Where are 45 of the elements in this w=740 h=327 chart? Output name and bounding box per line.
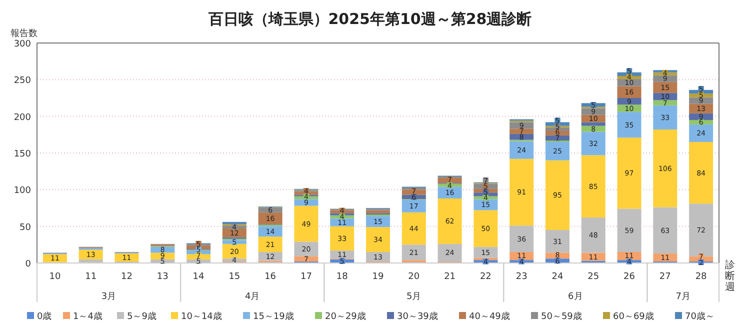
y-tick-label: 200	[14, 112, 32, 123]
legend-label: 40～49歳	[469, 311, 510, 322]
x-tick-label: 17	[300, 272, 312, 282]
text: 4月	[245, 292, 260, 302]
x-tick-label: 12	[121, 272, 132, 282]
legend-label: 0歳	[37, 311, 52, 322]
x-tick-label: 18	[336, 272, 348, 282]
y-tick-label: 150	[14, 150, 32, 160]
y-tick-label: 0	[25, 260, 32, 270]
chart-title: 百日咳（埼玉県）2025年第10週～第28週診断	[207, 10, 532, 28]
x-tick-label: 16	[264, 272, 276, 282]
x-tick-label: 25	[588, 272, 600, 282]
legend-label: 10～14歳	[181, 311, 222, 322]
legend-label: 60～69歳	[613, 311, 654, 322]
y-tick-label: 100	[14, 186, 32, 196]
x-tick-label: 19	[372, 272, 384, 282]
legend-label: 15～19歳	[253, 311, 294, 322]
legend-label: 70歳～	[685, 311, 714, 322]
x-tick-label: 26	[624, 272, 636, 282]
x-tick-label: 15	[228, 272, 240, 282]
y-tick-label: 250	[14, 76, 32, 86]
x-axis-title: 診断週	[725, 259, 735, 293]
x-tick-label: 10	[49, 272, 61, 282]
x-tick-label: 27	[659, 272, 671, 282]
x-tick-label: 13	[156, 272, 168, 282]
text: 7月	[676, 292, 690, 302]
x-tick-label: 20	[408, 272, 420, 282]
x-tick-label: 11	[85, 272, 97, 282]
x-tick-label: 24	[552, 272, 564, 282]
x-tick-label: 14	[192, 272, 205, 282]
text: 5月	[406, 292, 422, 302]
legend-label: 30～39歳	[397, 311, 438, 322]
y-tick-label: 300	[14, 40, 32, 50]
x-tick-label: 22	[480, 272, 492, 282]
y-tick-label: 50	[20, 222, 32, 233]
legend-label: 50～59歳	[541, 311, 582, 322]
x-tick-label: 28	[695, 272, 708, 282]
y-axis-title: 報告数	[10, 28, 38, 39]
x-tick-label: 21	[444, 272, 456, 282]
text: 3月	[101, 292, 116, 302]
legend-label: 5～9歳	[127, 311, 156, 322]
text: 6月	[568, 292, 583, 302]
legend-label: 1～4歳	[73, 311, 102, 322]
legend-label: 20～29歳	[325, 311, 366, 322]
x-tick-label: 23	[516, 272, 528, 282]
